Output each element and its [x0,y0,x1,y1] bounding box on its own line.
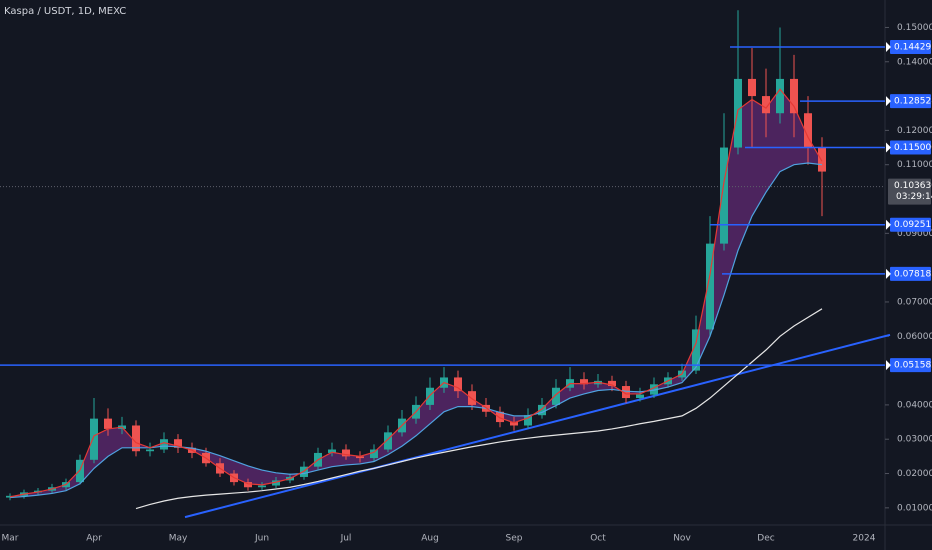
level-label: 0.09251 [894,220,931,230]
y-tick-label: 0.010000 [897,503,932,513]
level-label: 0.144295 [894,43,932,53]
candle-body [762,96,770,114]
candle-body [104,418,112,429]
countdown-label: 03:29:14 [896,192,932,202]
x-tick-label: Aug [421,534,439,544]
level-label: 0.051582 [894,361,932,371]
candle-body [720,147,728,244]
candle-body [580,379,588,385]
candle-body [692,329,700,371]
level-label: 0.078185 [894,269,932,279]
indicator-line [9,88,823,498]
x-tick-label: Dec [757,534,774,544]
level-marker [886,142,891,153]
level-label: 0.115006 [894,143,932,153]
x-tick-label: May [169,534,188,544]
x-tick-label: Mar [2,534,19,544]
x-tick-label: Nov [673,534,691,544]
candle-body [132,425,140,452]
candle-body [454,377,462,392]
candle-body [342,449,350,457]
x-tick-label: Jun [254,534,269,544]
indicator-line [135,308,823,510]
chart-title: Kaspa / USDT, 1D, MEXC [4,6,126,17]
candle-body [608,380,616,387]
x-tick-label: Oct [590,534,606,544]
candle-body [146,449,154,452]
level-marker [886,42,891,53]
candle-body [776,78,784,114]
candle-body [538,404,546,416]
level-label: 0.128528 [894,97,932,107]
candle-body [258,485,266,488]
candle-body [272,480,280,486]
candle-body [300,466,308,477]
candle-body [370,449,378,459]
x-tick-label: Apr [86,534,102,544]
candle-body [706,243,714,330]
candle-body [622,386,630,399]
level-marker [886,96,891,107]
candle-body [748,78,756,97]
candle-body [552,387,560,405]
candle-body [328,449,336,453]
candle-body [244,482,252,488]
candle-body [650,384,658,395]
level-marker [886,219,891,230]
candle-body [818,147,826,172]
candle-body [636,394,644,399]
candle-body [734,78,742,148]
candle-body [384,432,392,450]
level-marker [886,268,891,279]
x-tick-label: Sep [506,534,523,544]
candle-body [790,78,798,114]
candle-body [174,439,182,448]
candle-body [426,387,434,405]
candle-body [90,418,98,460]
level-marker [886,360,891,371]
candle-body [160,439,168,450]
candle-body [356,456,364,459]
current-price-box [888,178,931,205]
candle-body [496,411,504,423]
level-label-box [890,140,931,155]
level-label-box [890,40,931,55]
candle-body [804,113,812,148]
x-tick-label: 2024 [853,534,876,544]
candle-body [510,422,518,426]
level-label-box [890,358,931,373]
candle-body [524,415,532,426]
level-label-box [890,266,931,281]
level-label-box [890,217,931,232]
level-label-box [890,94,931,109]
x-tick-label: Jul [340,534,352,544]
indicator-line [9,162,823,499]
